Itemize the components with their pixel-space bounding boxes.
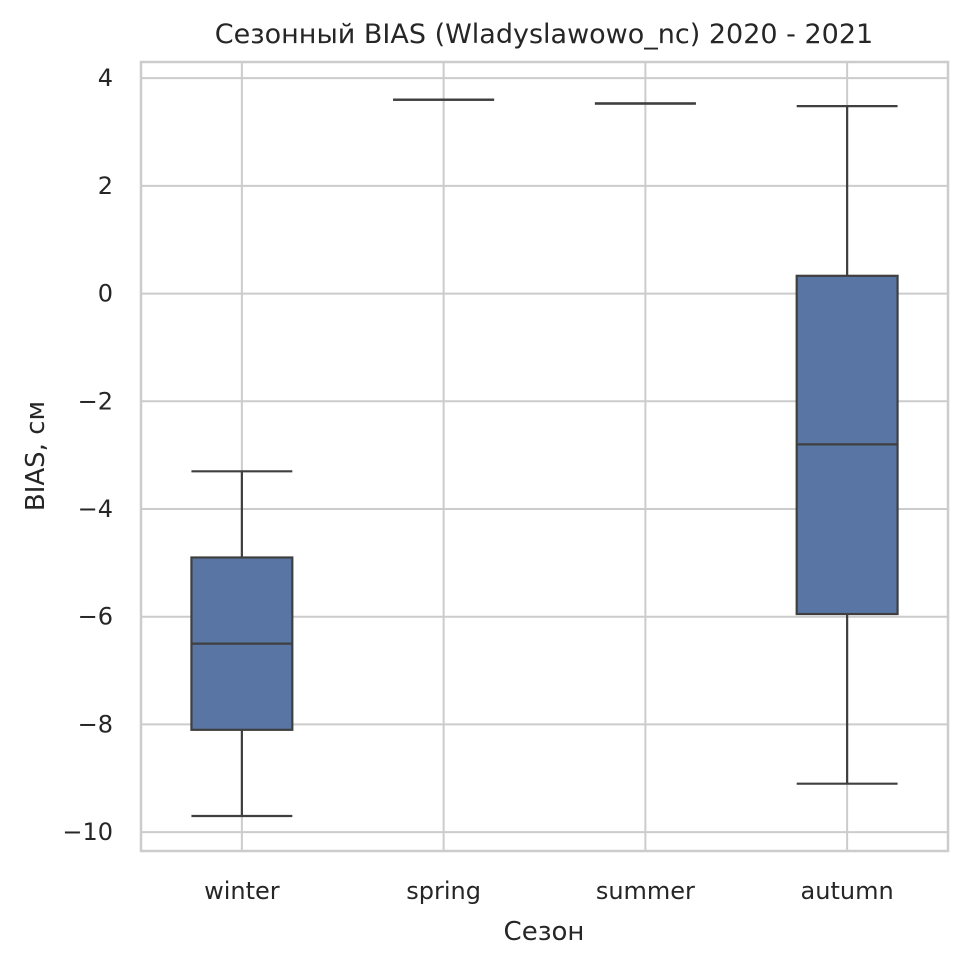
- ticks: 4 2 0 −2 −4 −6 −8 −10 winter spring summer autumn: [62, 64, 893, 905]
- y-axis-label: BIAS, см: [21, 401, 51, 511]
- y-tick-label: −6: [78, 603, 113, 631]
- y-tick-label: −10: [62, 818, 113, 846]
- y-tick-label: 0: [98, 280, 113, 308]
- y-tick-label: −2: [78, 387, 113, 415]
- x-tick-label: summer: [596, 877, 695, 905]
- x-tick-label: spring: [406, 877, 481, 905]
- y-tick-label: −4: [78, 495, 113, 523]
- grid: [141, 62, 948, 851]
- x-tick-label: autumn: [801, 877, 894, 905]
- box-winter: [190, 470, 294, 818]
- x-axis-label: Сезон: [504, 917, 585, 947]
- y-tick-label: 2: [98, 172, 113, 200]
- y-tick-label: −8: [78, 710, 113, 738]
- plot-frame: [139, 60, 950, 853]
- chart-title: Сезонный BIAS (Wladyslawowo_nc) 2020 - 2…: [215, 19, 873, 50]
- box-autumn: [795, 105, 899, 785]
- x-tick-label: winter: [204, 877, 280, 905]
- boxes: [190, 98, 899, 818]
- y-tick-label: 4: [98, 64, 113, 92]
